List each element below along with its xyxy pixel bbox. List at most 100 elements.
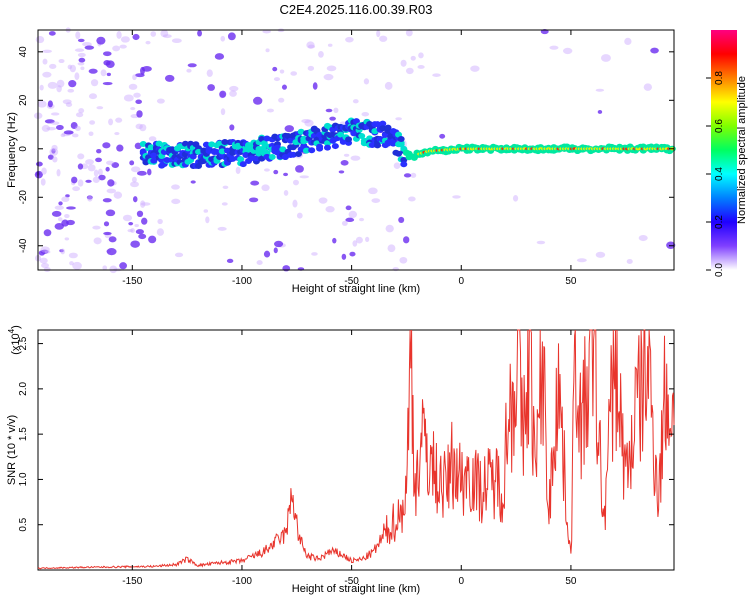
spectrogram-noise-cell: [290, 71, 298, 76]
spectrogram-noise-cell: [41, 124, 51, 132]
spectrogram-noise-cell: [205, 216, 210, 224]
spectrogram-noise-cell: [131, 166, 141, 173]
spectrogram-noise-cell: [171, 184, 180, 190]
spectrogram-ridge-cell: [252, 155, 260, 162]
spectrogram-noise-cell: [85, 179, 92, 183]
spectrogram-noise-cell: [376, 30, 381, 38]
spectrogram-noise-cell: [274, 240, 284, 248]
spectrogram-ridge-cell: [213, 149, 221, 156]
spectrogram-noise-cell: [39, 257, 48, 264]
spectrogram-noise-cell: [108, 118, 114, 126]
x-tick-label: -100: [232, 576, 252, 587]
y-tick-label: 0: [18, 146, 29, 152]
spectrogram-noise-cell: [345, 36, 354, 43]
spectrogram-noise-cell: [132, 33, 140, 41]
spectrogram-noise-cell: [103, 231, 112, 236]
spectrogram-noise-cell: [272, 66, 278, 72]
spectrogram-noise-cell: [47, 100, 53, 108]
spectrogram-noise-cell: [119, 44, 127, 49]
spectrogram-noise-cell: [329, 116, 336, 121]
spectrogram-noise-cell: [235, 166, 241, 175]
x-tick-label: -100: [232, 276, 252, 287]
spectrogram-noise-cell: [410, 55, 416, 61]
x-tick-label: -150: [122, 576, 142, 587]
spectrogram-noise-cell: [86, 195, 93, 200]
spectrogram-noise-cell: [345, 217, 355, 223]
spectrogram-ridge-cell: [371, 128, 379, 135]
spectrogram-noise-cell: [306, 41, 315, 49]
spectrogram-noise-cell: [278, 97, 285, 103]
spectrogram-noise-cell: [111, 162, 120, 168]
spectrogram-noise-cell: [265, 48, 270, 53]
spectrogram-noise-cell: [72, 186, 80, 192]
spectrogram-noise-cell: [157, 218, 163, 225]
spectrogram-noise-cell: [97, 168, 103, 176]
spectrogram-noise-cell: [187, 63, 197, 68]
spectrogram-noise-cell: [405, 29, 413, 37]
spectrogram-noise-cell: [311, 252, 318, 256]
snr-x-ticks: -150 -100 -50 0 50: [122, 330, 577, 587]
spectrogram-noise-cell: [399, 256, 408, 264]
spectrogram-noise-cell: [273, 169, 279, 175]
y-tick-label: 40: [18, 46, 29, 58]
spectrogram-noise-cell: [197, 30, 202, 37]
spectrogram-noise-cell: [136, 210, 144, 218]
spectrogram-ridge-cell: [295, 151, 303, 158]
spectrogram-noise-cell: [138, 233, 147, 240]
spectrogram-ridge-cell: [195, 148, 203, 155]
spectrogram-noise-cell: [263, 250, 271, 258]
spectrogram-noise-cell: [439, 133, 446, 139]
spectrogram-noise-cell: [186, 68, 192, 73]
spectrogram-noise-cell: [47, 154, 54, 160]
spectrogram-ridge-cell: [281, 153, 289, 160]
spectrogram-noise-cell: [67, 64, 73, 70]
spectrogram-noise-cell: [140, 200, 146, 208]
spectrogram-noise-cell: [56, 124, 64, 131]
spectrogram-noise-cell: [147, 168, 152, 176]
spectrogram-noise-cell: [96, 106, 104, 110]
spectrogram-noise-cell: [72, 261, 82, 270]
spectrogram-noise-cell: [432, 73, 441, 77]
colorbar-gradient: [711, 30, 737, 270]
spectrogram-noise-cell: [88, 68, 98, 74]
spectrogram-noise-cell: [56, 79, 65, 88]
spectrogram-ridge-cell: [302, 147, 310, 154]
spectrogram-noise-cell: [133, 92, 141, 98]
spectrogram-frame: [37, 29, 675, 271]
spectrogram-ridge-cell: [339, 138, 347, 145]
spectrogram-ridge-cell: [155, 140, 163, 147]
spectrogram-noise-cell: [129, 160, 135, 166]
y-tick-label: 1.5: [18, 427, 29, 441]
snr-y-label: SNR (10 * v/v): [6, 415, 18, 485]
spectrogram-noise-cell: [206, 69, 213, 77]
spectrogram-x-ticks: -150 -100 -50 0 50: [122, 30, 577, 287]
spectrogram-noise-cell: [78, 108, 85, 114]
colorbar-ticks: 0.0 0.2 0.4 0.6 0.8: [706, 71, 725, 277]
spectrogram-noise-cell: [133, 196, 138, 203]
spectrogram-noise-cell: [77, 179, 84, 187]
spectrogram-noise-cell: [273, 77, 281, 82]
spectrogram-noise-cell: [35, 35, 45, 44]
spectrogram-noise-cell: [249, 197, 259, 203]
spectrogram-noise-cell: [56, 168, 61, 177]
spectrogram-noise-cell: [123, 94, 134, 102]
x-tick-label: 50: [565, 576, 577, 587]
y-tick-label: 20: [18, 94, 29, 106]
spectrogram-noise-cell: [90, 79, 99, 87]
spectrogram-ridge-cell: [263, 135, 271, 142]
spectrogram-noise-cell: [88, 131, 94, 137]
spectrogram-y-label: Frequency (Hz): [6, 112, 18, 188]
spectrogram-ridge-cell: [268, 153, 276, 160]
spectrogram-ridge-cell: [323, 140, 331, 147]
spectrogram-noise-cell: [115, 117, 123, 123]
spectrogram-noise-cell: [624, 37, 632, 46]
spectrogram-noise-cell: [103, 221, 110, 227]
spectrogram-noise-cell: [93, 169, 99, 177]
x-tick-label: 50: [565, 276, 577, 287]
figure-title: C2E4.2025.116.00.39.R03: [280, 2, 433, 17]
spectrogram-noise-cell: [638, 234, 648, 242]
spectrogram-noise-cell: [40, 178, 46, 186]
spectrogram-ridge-cell: [297, 128, 305, 135]
spectrogram-noise-cell: [352, 240, 358, 247]
spectrogram-noise-cell: [40, 246, 50, 253]
